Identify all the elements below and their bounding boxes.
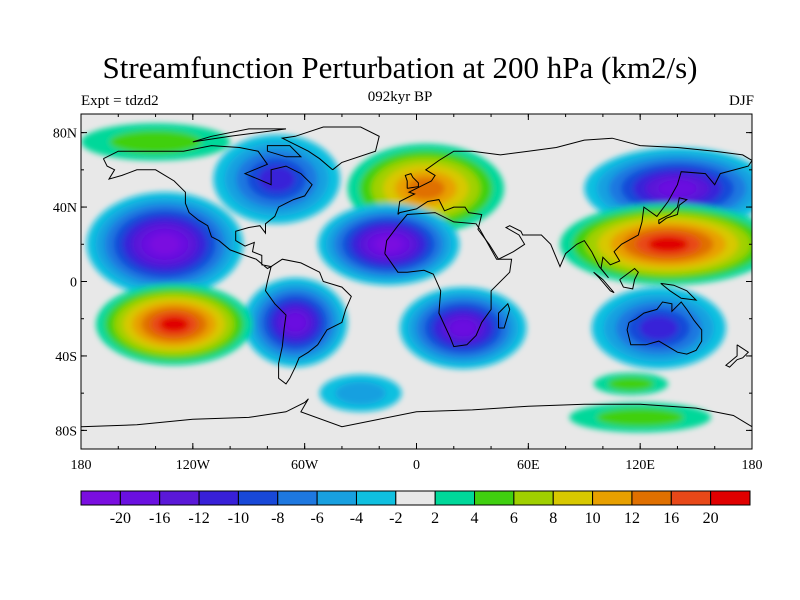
- coastline: [192, 128, 287, 143]
- lon-tick-label: 120W: [176, 458, 211, 473]
- colorbar-label: 4: [471, 510, 479, 527]
- period-label: 092kyr BP: [367, 89, 433, 105]
- lon-tick-label: 60E: [517, 458, 540, 473]
- colorbar-swatch: [513, 490, 554, 506]
- colorbar-swatch: [237, 490, 279, 506]
- contour-band: [335, 381, 386, 405]
- colorbar-swatch: [474, 490, 515, 506]
- colorbar-swatch: [316, 490, 357, 506]
- coastline: [102, 145, 313, 270]
- colorbar-label: -16: [149, 510, 170, 527]
- coastline: [280, 126, 380, 171]
- colorbar-label: -4: [350, 510, 363, 527]
- colorbar-label: 12: [624, 510, 640, 527]
- contour-field: [81, 114, 752, 449]
- colorbar-label: -20: [110, 510, 131, 527]
- contour-band: [109, 130, 202, 154]
- colorbar-swatch: [159, 490, 200, 506]
- coastline: [81, 398, 752, 428]
- colorbar-label: -8: [271, 510, 284, 527]
- coastline: [619, 267, 639, 290]
- colorbar: -20 -16 -12 -10 -8 -6 -4 -2 2 4 6 8 10 12 16 20: [80, 490, 751, 527]
- contour-band: [648, 236, 689, 252]
- colorbar-label: 8: [549, 510, 557, 527]
- lon-tick-label: 0: [413, 458, 420, 473]
- colorbar-label: -6: [310, 510, 323, 527]
- colorbar-label: 6: [510, 510, 518, 527]
- coastline: [626, 301, 703, 355]
- lat-tick-label: 40S: [55, 350, 77, 365]
- coastline: [658, 197, 688, 225]
- coastline: [593, 271, 615, 294]
- colorbar-swatch: [434, 490, 476, 506]
- coastline: [266, 145, 303, 158]
- colorbar-label: -10: [228, 510, 249, 527]
- lon-tick-label: 180: [71, 458, 92, 473]
- lon-tick-label: 180: [742, 458, 763, 473]
- colorbar-swatch: [119, 490, 161, 506]
- contour-band: [375, 236, 402, 252]
- colorbar-swatch: [277, 490, 318, 506]
- colorbar-swatch: [355, 490, 397, 506]
- contour-band: [607, 376, 654, 391]
- colorbar-label: 10: [585, 510, 601, 527]
- colorbar-swatch: [631, 490, 672, 506]
- coastlines: [81, 126, 752, 428]
- contour-band: [284, 313, 307, 332]
- coastline: [724, 344, 750, 368]
- contour-band: [449, 319, 477, 337]
- coastline: [397, 137, 752, 279]
- colorbar-swatch: [670, 490, 712, 506]
- colorbar-swatch: [552, 490, 594, 506]
- colorbar-label: 2: [431, 510, 439, 527]
- contour-band: [150, 234, 180, 254]
- colorbar-label: 20: [703, 510, 719, 527]
- experiment-label: Expt = tdzd2: [81, 93, 159, 109]
- contour-bands: [81, 123, 752, 433]
- colorbar-swatch: [80, 490, 121, 506]
- coastline: [264, 258, 352, 385]
- coastline: [660, 282, 698, 301]
- contour-band: [406, 177, 445, 200]
- coastline: [498, 302, 511, 329]
- contour-band: [596, 408, 684, 427]
- colorbar-swatch: [592, 490, 633, 506]
- season-label: DJF: [728, 93, 754, 109]
- lat-tick-label: 80N: [53, 127, 77, 142]
- colorbar-label: -2: [389, 510, 402, 527]
- lon-tick-label: 120E: [625, 458, 655, 473]
- contour-band: [657, 179, 698, 198]
- lat-tick-label: 80S: [55, 424, 77, 439]
- colorbar-label: 16: [663, 510, 679, 527]
- colorbar-label: -12: [188, 510, 209, 527]
- colorbar-swatch: [198, 490, 239, 506]
- contour-band: [639, 316, 678, 340]
- coastline: [404, 172, 419, 189]
- coastline: [384, 212, 513, 348]
- contour-band: [159, 316, 189, 332]
- colorbar-swatch: [710, 490, 751, 506]
- axis-ticks: 80N 40N 0 40S 80S 180 120W 60W 0 60E 120E 180: [53, 114, 763, 473]
- lon-tick-label: 60W: [291, 458, 319, 473]
- contour-band: [258, 166, 295, 192]
- chart-title: Streamfunction Perturbation at 200 hPa (…: [102, 50, 698, 85]
- colorbar-swatch: [395, 490, 436, 506]
- lat-tick-label: 40N: [53, 201, 77, 216]
- lat-tick-label: 0: [70, 276, 77, 291]
